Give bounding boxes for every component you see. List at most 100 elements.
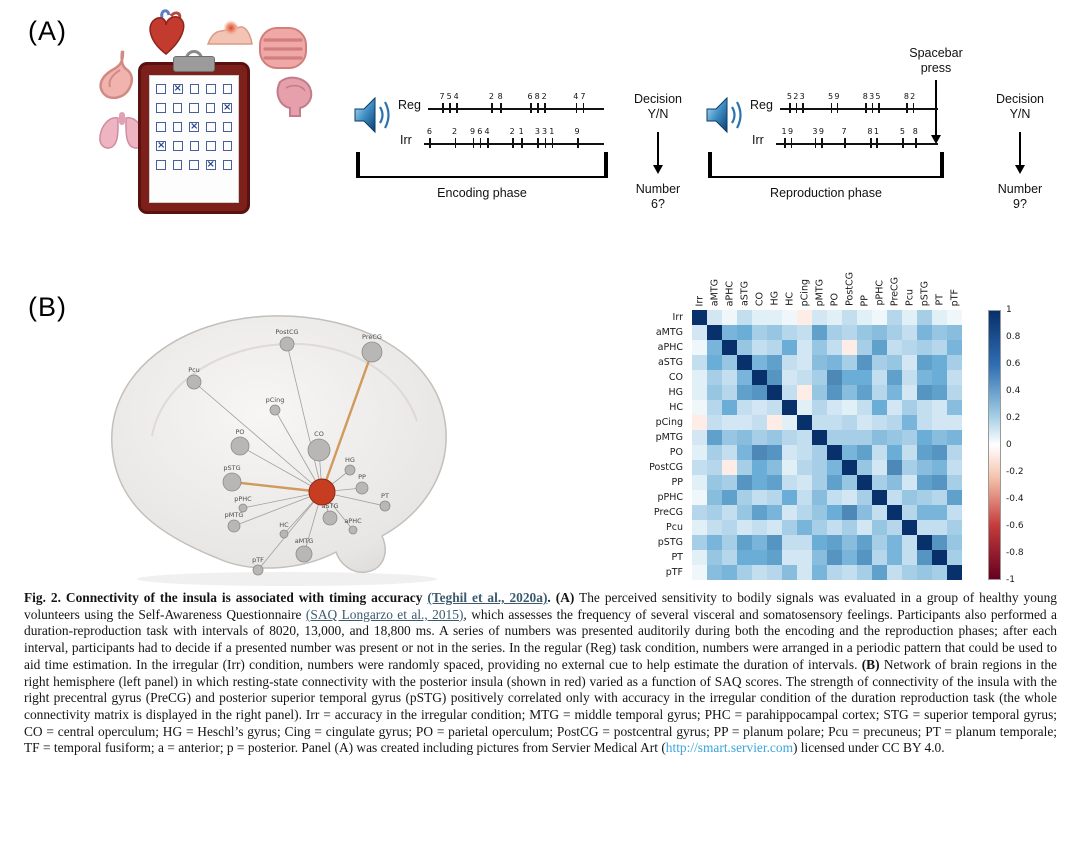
heatmap-cell (827, 535, 842, 550)
brain-node-HG (344, 464, 356, 476)
citation-link[interactable]: (SAQ Longarzo et al., 2015) (305, 606, 464, 622)
checkbox (222, 122, 232, 132)
tick-number: 2 (509, 127, 515, 136)
heatmap-cell (887, 460, 902, 475)
heatmap-cell (782, 430, 797, 445)
heatmap-row-label: HG (668, 387, 683, 398)
heatmap-cell (827, 520, 842, 535)
heatmap-cell (722, 535, 737, 550)
heatmap-cell (827, 325, 842, 340)
checkbox (206, 141, 216, 151)
heatmap-cell (842, 400, 857, 415)
heatmap-col-label: PT (934, 294, 945, 306)
heatmap-cell (857, 535, 872, 550)
heatmap-cell (932, 445, 947, 460)
heatmap-cell (692, 460, 707, 475)
heatmap-cell (692, 430, 707, 445)
external-link[interactable]: http://smart.servier.com (665, 740, 793, 756)
tick-mark (582, 103, 585, 114)
heatmap-cell (887, 355, 902, 370)
heatmap-cell (692, 565, 707, 580)
heatmap-col-label: Pcu (904, 289, 915, 306)
heatmap-row-label: Pcu (666, 522, 683, 533)
checkbox (222, 84, 232, 94)
heatmap-cell (857, 370, 872, 385)
heatmap-cell (872, 430, 887, 445)
tick-mark (836, 103, 839, 114)
heatmap-cell (737, 445, 752, 460)
tick-mark (544, 138, 547, 149)
heatmap-cell (737, 310, 752, 325)
highlighted-connection-edge (320, 351, 374, 493)
intestine-icon (259, 27, 307, 69)
brain-node-label: HG (345, 456, 355, 464)
tick-number: 7 (439, 92, 445, 101)
connection-edge (257, 491, 323, 571)
heatmap-cell (932, 490, 947, 505)
heatmap-cell (812, 370, 827, 385)
heatmap-cell (767, 475, 782, 490)
speaker-icon (704, 92, 746, 138)
questionnaire-clipboard: × × × × × (138, 50, 250, 214)
heatmap-cell (752, 430, 767, 445)
heatmap-cell (692, 325, 707, 340)
tick-mark (784, 138, 786, 149)
decision-label: Decision Y/N (626, 92, 690, 122)
heatmap-cell (902, 490, 917, 505)
heatmap-cell (752, 400, 767, 415)
heatmap-cell (707, 475, 722, 490)
brain-node-label: pPHC (234, 495, 252, 503)
heatmap-cell (722, 370, 737, 385)
brain-node-label: pTF (252, 556, 264, 564)
heatmap-cell (692, 550, 707, 565)
heatmap-cell (842, 310, 857, 325)
citation-link[interactable]: (Teghil et al., 2020a) (427, 590, 548, 605)
heatmap-cell (812, 415, 827, 430)
heatmap-col-label: PP (859, 294, 870, 306)
tick-number: 8 (867, 127, 873, 136)
skin-icon (206, 20, 253, 45)
heatmap-row-label: Irr (672, 312, 683, 323)
checkbox (222, 160, 232, 170)
checkbox (156, 160, 166, 170)
brain-node-label: PreCG (362, 333, 382, 341)
heatmap-col-label: CO (754, 291, 765, 306)
tick-number: 5 (446, 92, 452, 101)
heatmap-cell (797, 490, 812, 505)
reg-label: Reg (398, 98, 421, 112)
heatmap-cell (902, 325, 917, 340)
heatmap-cell (872, 520, 887, 535)
brain-node-pSTG (222, 472, 242, 492)
heatmap-cell (887, 475, 902, 490)
tick-number: 2 (452, 127, 458, 136)
number-question: Number 9? (988, 182, 1052, 212)
heatmap-cell (707, 520, 722, 535)
colorbar-tick-label: 1 (1006, 305, 1012, 315)
tick-mark (871, 103, 874, 114)
heatmap-cell (842, 475, 857, 490)
tick-mark (912, 103, 915, 114)
brain-node-Pcu (186, 374, 202, 390)
tick-mark (521, 138, 523, 149)
heatmap-cell (767, 340, 782, 355)
heatmap-cell (887, 550, 902, 565)
checkbox: × (222, 102, 232, 113)
heatmap-cell (827, 445, 842, 460)
heatmap-cell (752, 310, 767, 325)
heatmap-cell (932, 550, 947, 565)
tick-number: 9 (834, 92, 840, 101)
brain-node-PT (379, 500, 391, 512)
heatmap-cell (887, 310, 902, 325)
tick-mark (865, 103, 867, 114)
number-text-line: Number (997, 182, 1043, 196)
heatmap-cell (782, 325, 797, 340)
heatmap-cell (932, 535, 947, 550)
heatmap-cell (812, 385, 827, 400)
heatmap-cell (857, 385, 872, 400)
checkbox: × (205, 159, 216, 170)
caption-text: ) licensed under CC BY 4.0. (792, 740, 945, 756)
heatmap-cell (857, 325, 872, 340)
heatmap-cell (722, 490, 737, 505)
tick-mark (551, 138, 554, 149)
heatmap-cell (857, 550, 872, 565)
